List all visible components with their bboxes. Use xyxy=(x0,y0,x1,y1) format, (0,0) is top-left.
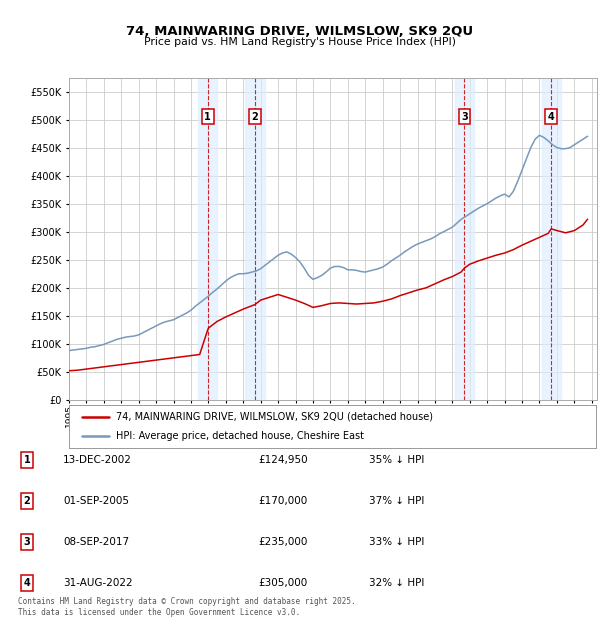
Text: 37% ↓ HPI: 37% ↓ HPI xyxy=(369,496,424,506)
Text: 32% ↓ HPI: 32% ↓ HPI xyxy=(369,578,424,588)
Text: £235,000: £235,000 xyxy=(258,537,307,547)
Text: Contains HM Land Registry data © Crown copyright and database right 2025.
This d: Contains HM Land Registry data © Crown c… xyxy=(18,598,356,617)
Text: 08-SEP-2017: 08-SEP-2017 xyxy=(63,537,129,547)
Text: £170,000: £170,000 xyxy=(258,496,307,506)
Text: 01-SEP-2005: 01-SEP-2005 xyxy=(63,496,129,506)
Text: 33% ↓ HPI: 33% ↓ HPI xyxy=(369,537,424,547)
Bar xyxy=(245,78,265,400)
Text: 13-DEC-2002: 13-DEC-2002 xyxy=(63,455,132,465)
Bar xyxy=(542,78,561,400)
Text: 2: 2 xyxy=(251,112,259,122)
Text: 74, MAINWARING DRIVE, WILMSLOW, SK9 2QU: 74, MAINWARING DRIVE, WILMSLOW, SK9 2QU xyxy=(127,25,473,38)
Text: 3: 3 xyxy=(461,112,468,122)
Bar xyxy=(455,78,474,400)
Text: HPI: Average price, detached house, Cheshire East: HPI: Average price, detached house, Ches… xyxy=(116,432,364,441)
Text: 1: 1 xyxy=(205,112,211,122)
Text: £124,950: £124,950 xyxy=(258,455,308,465)
Text: 4: 4 xyxy=(23,578,31,588)
Text: 3: 3 xyxy=(23,537,31,547)
Text: 35% ↓ HPI: 35% ↓ HPI xyxy=(369,455,424,465)
Text: £305,000: £305,000 xyxy=(258,578,307,588)
Bar xyxy=(198,78,217,400)
Text: Price paid vs. HM Land Registry's House Price Index (HPI): Price paid vs. HM Land Registry's House … xyxy=(144,37,456,47)
Text: 4: 4 xyxy=(548,112,554,122)
Text: 2: 2 xyxy=(23,496,31,506)
Text: 1: 1 xyxy=(23,455,31,465)
Text: 31-AUG-2022: 31-AUG-2022 xyxy=(63,578,133,588)
Text: 74, MAINWARING DRIVE, WILMSLOW, SK9 2QU (detached house): 74, MAINWARING DRIVE, WILMSLOW, SK9 2QU … xyxy=(116,412,433,422)
